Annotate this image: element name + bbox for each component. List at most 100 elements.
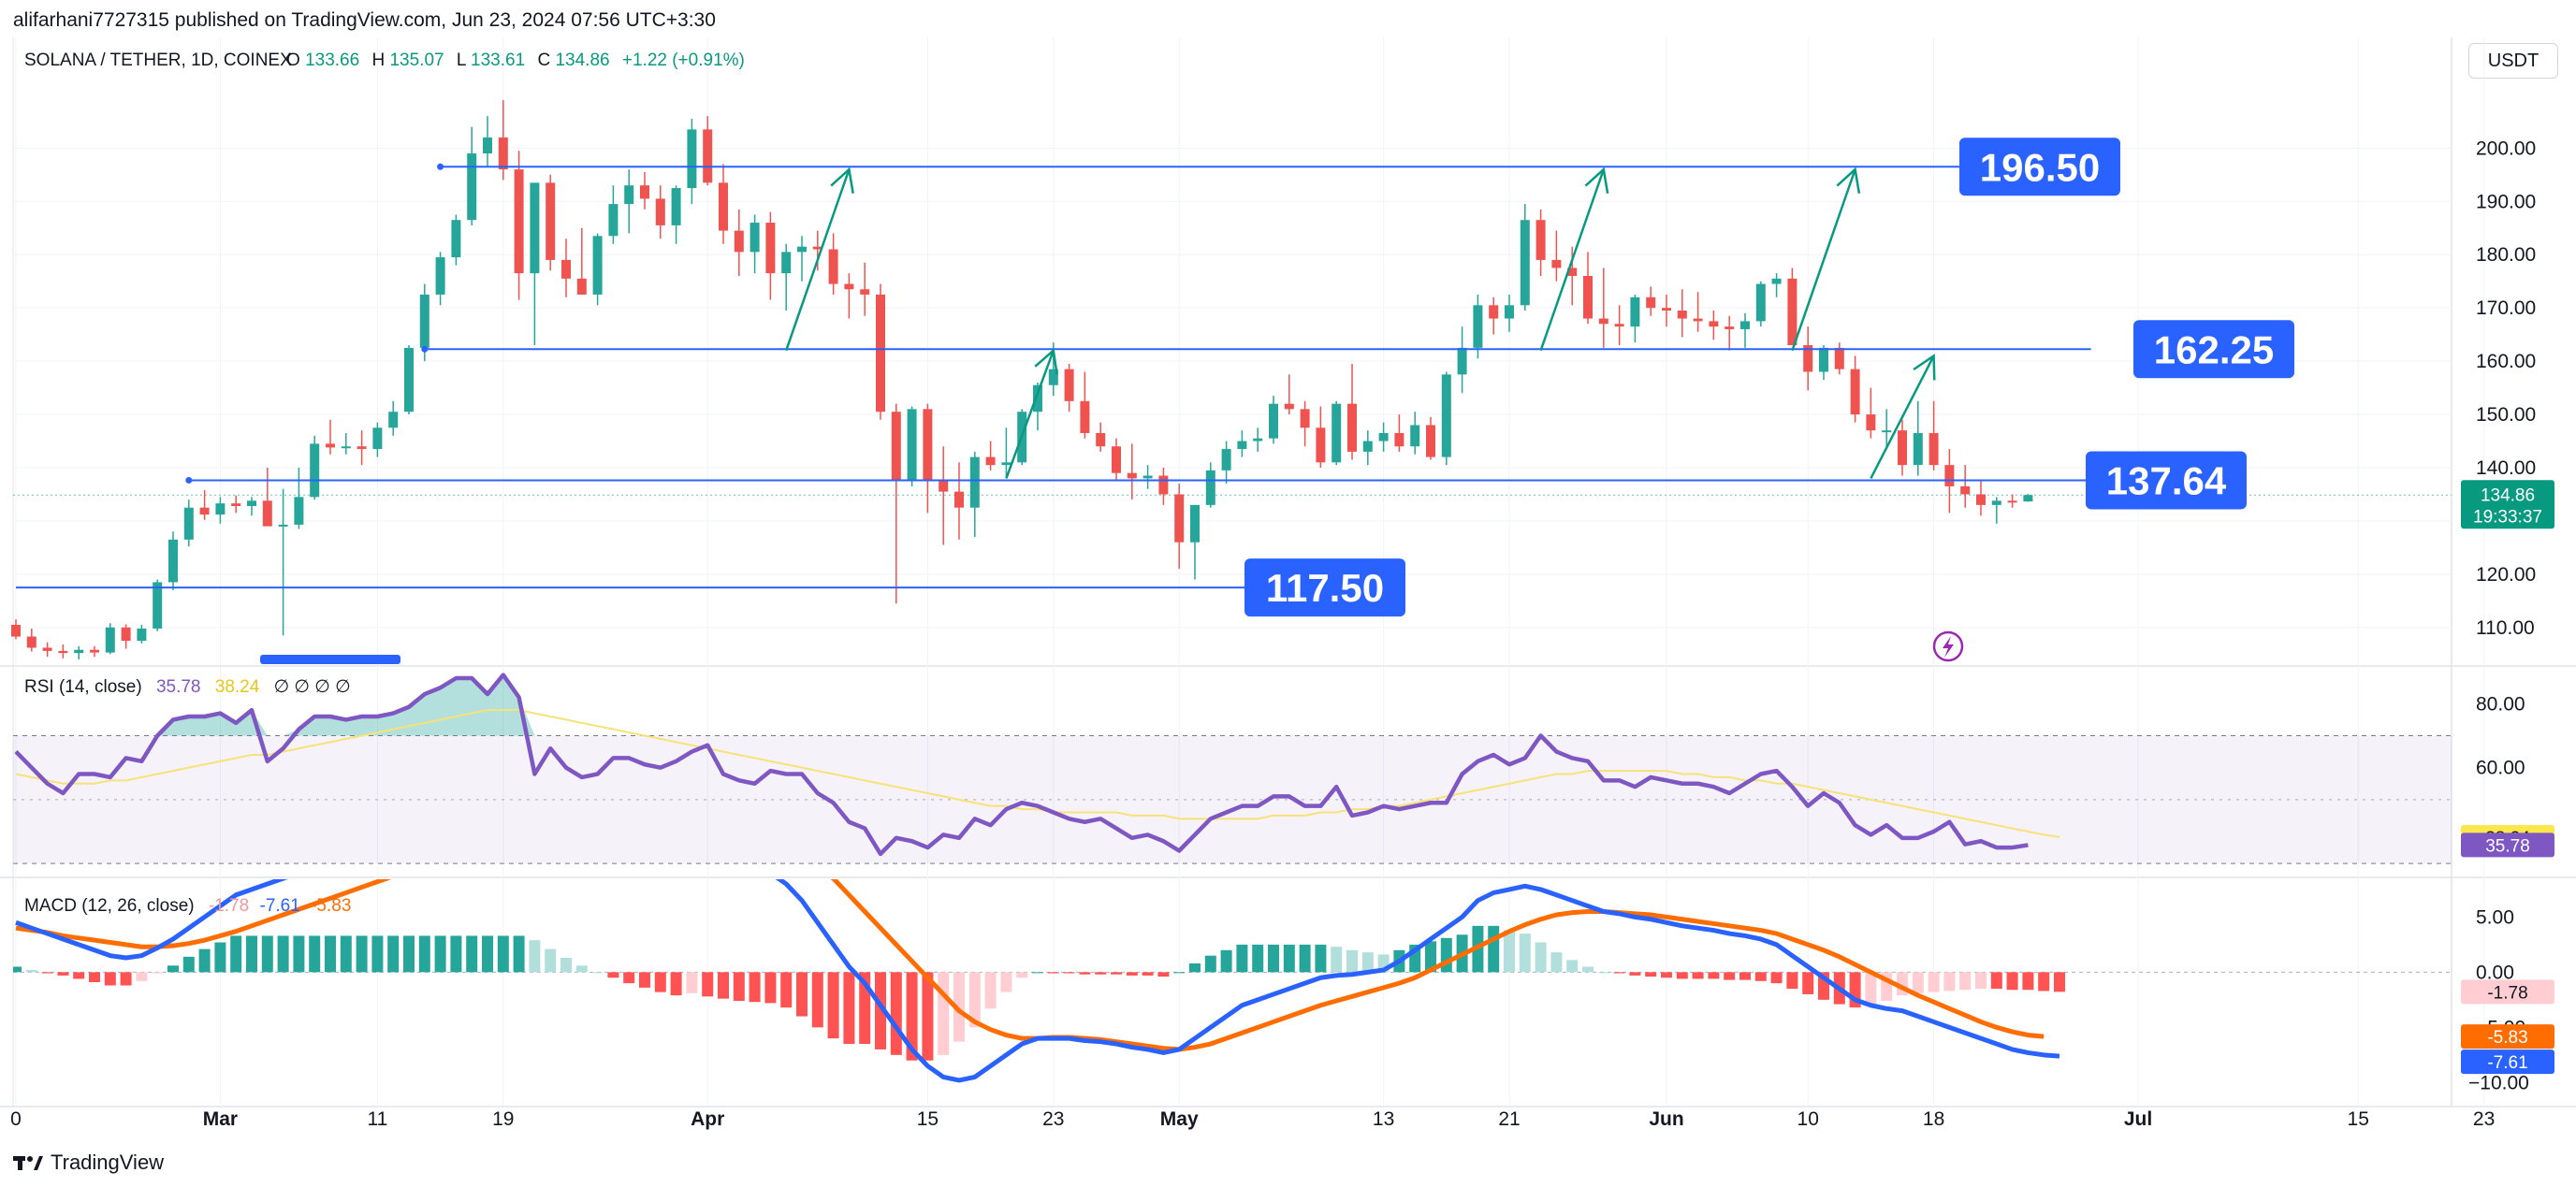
candle — [969, 451, 980, 538]
candle-body — [26, 636, 36, 648]
candle — [58, 644, 68, 659]
macd-histogram-bar — [1157, 972, 1170, 977]
candle — [640, 171, 649, 210]
macd-histogram-bar — [2054, 972, 2065, 992]
rsi-title: RSI (14, close) — [24, 677, 142, 697]
candle-body — [1583, 276, 1593, 319]
macd-histogram-bar — [718, 972, 729, 999]
candle — [310, 435, 320, 500]
price-axis-label: 140.00 — [2476, 457, 2536, 479]
macd-histogram-bar — [261, 935, 273, 973]
candle — [278, 488, 288, 636]
macd-signal-tag: -5.83 — [2461, 1024, 2554, 1049]
candle — [1787, 268, 1797, 346]
macd-histogram-bar — [1550, 952, 1563, 973]
currency-button[interactable]: USDT — [2468, 43, 2558, 79]
candle-body — [860, 289, 870, 295]
candle-body — [1520, 220, 1530, 306]
level-anchor — [421, 345, 429, 353]
macd-histogram-bar — [1047, 972, 1059, 974]
rsi-placeholders: ∅ ∅ ∅ ∅ — [274, 677, 351, 697]
candle-body — [1174, 494, 1185, 543]
rsi-ma-line — [15, 709, 2060, 839]
price-axis-label: 190.00 — [2476, 191, 2536, 212]
candle — [42, 642, 52, 658]
candle — [215, 497, 226, 524]
tradingview-logo-icon — [13, 1156, 43, 1170]
candle-body — [278, 524, 288, 527]
level-label-box — [2086, 451, 2247, 510]
candle — [1142, 465, 1153, 489]
macd-histogram-bar — [1990, 972, 2002, 990]
candle-body — [687, 129, 697, 189]
macd-histogram-bar — [591, 972, 604, 974]
ohlc-o-label: O — [286, 51, 300, 70]
rsi-tag-box — [2461, 832, 2554, 858]
candle — [1378, 422, 1389, 452]
macd-histogram-bar — [1597, 972, 1609, 974]
candle — [1237, 430, 1247, 457]
macd-histogram-bar — [811, 972, 823, 1028]
candle-body — [294, 497, 304, 525]
macd-histogram-bar — [780, 972, 793, 1008]
macd-histogram-bar — [1189, 963, 1201, 973]
macd-histogram-bar — [875, 972, 886, 1049]
macd-histogram-bar — [670, 972, 682, 996]
candle-body — [1614, 324, 1624, 327]
macd-axis-label: −10.00 — [2468, 1072, 2529, 1093]
candle — [341, 432, 351, 455]
candle — [1269, 396, 1278, 444]
candle — [530, 182, 540, 346]
macd-histogram-bar — [906, 972, 918, 1061]
candle-body — [765, 223, 776, 274]
macd-histogram-bar — [104, 972, 116, 986]
candle — [1819, 345, 1828, 381]
level-label: 117.50 — [1266, 566, 1384, 610]
candle — [1677, 289, 1687, 338]
candle — [954, 462, 964, 540]
candle — [1332, 400, 1342, 466]
candle — [467, 126, 477, 225]
candle — [812, 230, 822, 271]
candle-body — [1489, 305, 1499, 319]
candle-body — [876, 294, 885, 413]
macd-histogram-bar — [340, 935, 352, 973]
candle-body — [404, 347, 414, 413]
macd-histogram-bar — [167, 965, 179, 973]
macd-hist-value: -1.78 — [209, 896, 249, 916]
candle — [1505, 294, 1514, 332]
macd-histogram-bar — [1724, 972, 1736, 980]
macd-histogram-bar — [13, 966, 22, 973]
time-axis-label: 0 — [10, 1108, 22, 1130]
candle-body — [1378, 432, 1389, 442]
candle-body — [419, 294, 429, 348]
candle — [671, 185, 681, 244]
candle-body — [1819, 347, 1828, 372]
candle — [388, 400, 399, 436]
candle-body — [969, 456, 980, 508]
candle — [561, 239, 571, 297]
candle-body — [42, 647, 52, 651]
candle-body — [891, 412, 901, 482]
level-anchor — [185, 476, 193, 484]
macd-histogram-bar — [1204, 955, 1216, 973]
candle-body — [1928, 432, 1939, 466]
time-axis-label: Apr — [691, 1108, 724, 1130]
candle — [1253, 427, 1263, 452]
candle — [1740, 312, 1750, 348]
candle-body — [624, 185, 634, 205]
macd-tag-box — [2461, 1049, 2554, 1075]
flash-icon[interactable] — [1932, 630, 1964, 662]
level-162-25: 162.25 — [421, 320, 2294, 379]
macd-histogram-bar — [1361, 952, 1374, 973]
candle-body — [546, 182, 556, 260]
macd-histogram-bar — [466, 935, 478, 973]
candle — [1535, 209, 1546, 276]
macd-histogram-bar — [418, 935, 430, 973]
macd-histogram-bar — [198, 948, 211, 973]
candle — [26, 628, 36, 652]
macd-histogram-bar — [1676, 972, 1688, 979]
ohlc-high: 135.07 — [389, 51, 444, 70]
candle-body — [435, 257, 445, 295]
